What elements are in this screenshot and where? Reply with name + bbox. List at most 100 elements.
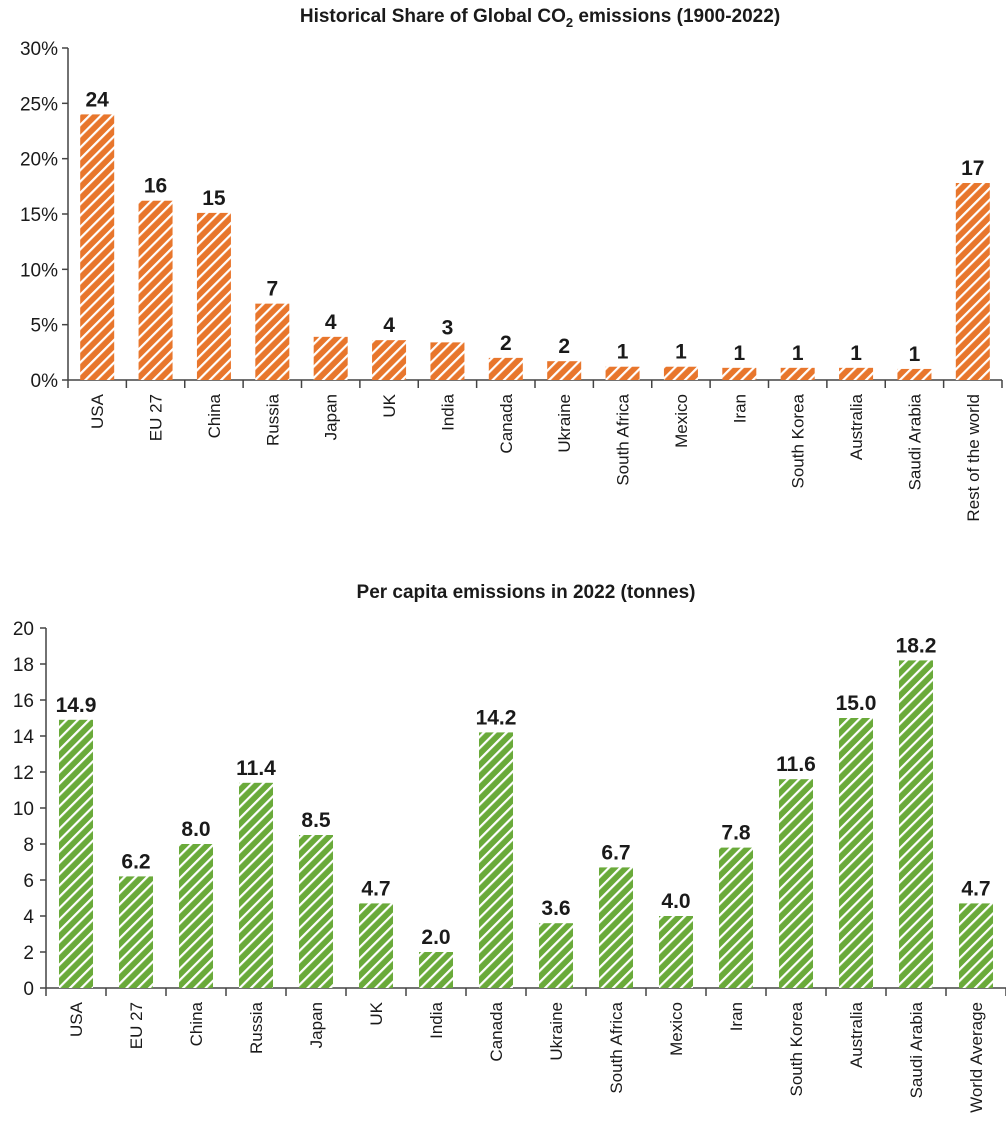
data-label: 14.2 (476, 706, 517, 729)
x-tick-label: South Africa (607, 1001, 626, 1093)
x-tick-label: South Korea (787, 1001, 806, 1096)
bar (119, 876, 153, 988)
x-tick-label: Mexico (672, 394, 691, 448)
bar (722, 367, 757, 380)
bar (959, 903, 993, 988)
bar (138, 200, 173, 380)
bar (372, 340, 407, 380)
y-tick-label: 14 (13, 727, 35, 748)
x-tick-label: USA (88, 393, 107, 429)
bar (313, 336, 348, 380)
data-label: 4.7 (961, 877, 990, 900)
data-label: 8.0 (181, 818, 210, 841)
bar (359, 903, 393, 988)
chart-title: Historical Share of Global CO2 emissions… (300, 6, 780, 30)
x-tick-label: Iran (730, 394, 749, 423)
bar (59, 719, 93, 988)
x-tick-label: Russia (247, 1001, 266, 1054)
x-tick-label: UK (367, 1001, 386, 1025)
data-label: 4 (325, 311, 337, 334)
x-tick-label: India (427, 1001, 446, 1038)
data-label: 3 (442, 316, 454, 339)
y-tick-label: 10 (13, 799, 34, 820)
x-tick-label: EU 27 (147, 394, 166, 441)
bar (430, 342, 465, 380)
data-label: 14.9 (56, 694, 97, 717)
data-label: 4.0 (661, 890, 690, 913)
y-tick-label: 15% (20, 205, 58, 226)
data-label: 4.7 (361, 877, 390, 900)
historical-share-chart: Historical Share of Global CO2 emissions… (0, 0, 1006, 560)
x-tick-label: Australia (847, 393, 866, 460)
data-label: 2 (558, 335, 570, 358)
bar (488, 357, 523, 380)
data-label: 6.7 (601, 841, 630, 864)
bar (599, 867, 633, 988)
x-tick-label: Ukraine (555, 394, 574, 453)
data-label: 15 (202, 187, 226, 210)
x-tick-label: Saudi Arabia (905, 393, 924, 490)
y-tick-label: 5% (31, 316, 59, 337)
data-label: 17 (961, 157, 984, 180)
bar (547, 361, 582, 380)
bar (239, 782, 273, 988)
bar (839, 367, 874, 380)
x-tick-label: Rest of the world (964, 394, 983, 522)
bar (605, 366, 640, 380)
x-tick-label: China (205, 393, 224, 438)
data-label: 16 (144, 175, 167, 198)
x-tick-label: Japan (307, 1002, 326, 1048)
x-tick-label: South Korea (789, 393, 808, 488)
bar (780, 367, 815, 380)
y-tick-label: 6 (23, 871, 34, 892)
y-tick-label: 18 (13, 655, 34, 676)
data-label: 7 (266, 278, 278, 301)
y-tick-label: 0 (23, 979, 34, 1000)
x-tick-label: India (438, 393, 457, 430)
x-tick-label: South Africa (614, 393, 633, 485)
x-tick-label: China (187, 1001, 206, 1046)
data-label: 2.0 (421, 926, 450, 949)
x-tick-label: Saudi Arabia (907, 1001, 926, 1098)
x-tick-label: World Average (967, 1002, 986, 1113)
bar (255, 303, 290, 380)
bar (479, 732, 513, 988)
data-label: 1 (909, 343, 921, 366)
data-label: 11.6 (776, 753, 816, 776)
x-tick-label: UK (380, 393, 399, 417)
bar (899, 660, 933, 988)
bar (897, 368, 932, 380)
data-label: 2 (500, 332, 512, 355)
bar (179, 844, 213, 988)
x-tick-label: USA (67, 1001, 86, 1037)
bar (719, 847, 753, 988)
x-tick-label: Canada (487, 1001, 506, 1061)
data-label: 6.2 (121, 850, 150, 873)
bar (299, 835, 333, 988)
data-label: 1 (617, 341, 629, 364)
y-tick-label: 20 (13, 619, 34, 640)
y-tick-label: 2 (23, 943, 34, 964)
y-tick-label: 20% (20, 150, 58, 171)
chart-title: Per capita emissions in 2022 (tonnes) (357, 582, 696, 603)
x-tick-label: Russia (263, 393, 282, 446)
y-tick-label: 10% (20, 260, 58, 281)
y-tick-label: 12 (13, 763, 34, 784)
x-tick-label: Canada (497, 393, 516, 453)
data-label: 1 (675, 341, 687, 364)
data-label: 3.6 (541, 897, 570, 920)
x-tick-label: Australia (847, 1001, 866, 1068)
x-tick-label: Ukraine (547, 1002, 566, 1061)
y-tick-label: 8 (23, 835, 34, 856)
data-label: 8.5 (301, 809, 331, 832)
bar (196, 212, 231, 380)
y-tick-label: 16 (13, 691, 34, 712)
per-capita-chart: Per capita emissions in 2022 (tonnes) 0 2 4… (0, 570, 1006, 1126)
bar (659, 916, 693, 988)
y-tick-label: 4 (23, 907, 34, 928)
data-label: 18.2 (896, 634, 937, 657)
data-label: 15.0 (836, 692, 877, 715)
data-label: 1 (792, 342, 804, 365)
data-label: 24 (86, 88, 110, 111)
x-tick-label: EU 27 (127, 1002, 146, 1049)
